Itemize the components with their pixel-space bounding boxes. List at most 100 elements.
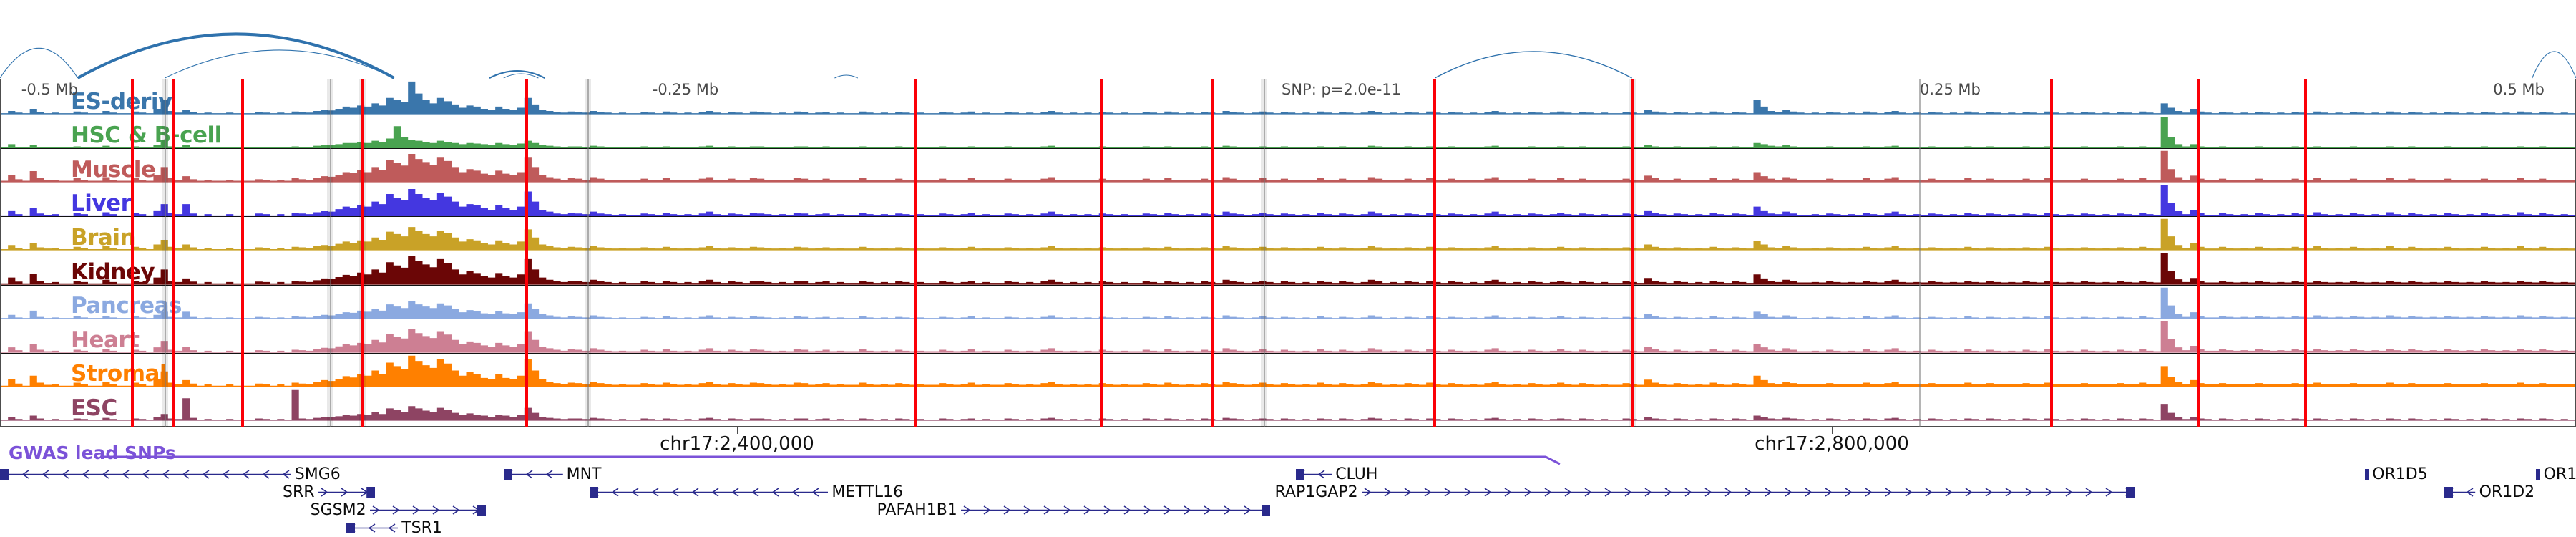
track-signal-svg (1, 150, 2575, 183)
gene-row-0: SMG6 MNT CLUH OR1D5 OR1G1 (0, 465, 2576, 483)
gene-label-METTL16[interactable]: METTL16 (831, 483, 904, 501)
signal-track-kidney[interactable]: Kidney (1, 250, 2575, 285)
signal-track-brain[interactable]: Brain (1, 216, 2575, 251)
interaction-arc-3[interactable] (489, 69, 545, 79)
strand-chevron (1023, 505, 1031, 515)
signal-track-esc[interactable]: ESC (1, 387, 2575, 421)
gene-label-OR1D2[interactable]: OR1D2 (2479, 483, 2535, 501)
track-signal-svg (1, 185, 2575, 217)
signal-area (1, 321, 2575, 353)
signal-track-stromal[interactable]: Stromal (1, 352, 2575, 387)
strand-chevron (262, 470, 270, 479)
strand-chevron (1825, 488, 1833, 497)
gene-label-PAFAH1B1[interactable]: PAFAH1B1 (877, 501, 957, 519)
gene-label-OR1D5[interactable]: OR1D5 (2372, 465, 2428, 483)
signal-area (1, 219, 2575, 251)
interaction-arc-5[interactable] (834, 74, 859, 79)
gene-glyph-svg (318, 487, 375, 498)
strand-chevron (1925, 488, 1933, 497)
signal-track-pancreas[interactable]: Pancreas (1, 284, 2575, 319)
gene-label-OR1G1[interactable]: OR1G1 (2543, 465, 2576, 483)
strand-chevron (711, 488, 719, 497)
strand-chevron (42, 470, 49, 479)
gene-label-CLUH[interactable]: CLUH (1335, 465, 1378, 483)
strand-chevron (1464, 488, 1472, 497)
strand-chevron (372, 505, 380, 515)
gene-exon-block (2444, 487, 2454, 498)
track-signal-svg (1, 321, 2575, 353)
gene-label-MNT[interactable]: MNT (566, 465, 602, 483)
strand-chevron (1244, 505, 1252, 515)
strand-chevron (2085, 488, 2093, 497)
signal-track-liver[interactable]: Liver (1, 182, 2575, 217)
signal-track-es-deriv[interactable]: ES-deriv -0.5 Mb -0.25 Mb 0.25 Mb 0.5 Mb SNP:… (1, 79, 2575, 115)
strand-chevron (1945, 488, 1953, 497)
gene-body-TSR1[interactable] (346, 519, 399, 537)
strand-chevron (1805, 488, 1813, 497)
interaction-arc-7[interactable] (2532, 51, 2576, 79)
signal-tracks-panel: ES-deriv -0.5 Mb -0.25 Mb 0.25 Mb 0.5 Mb SNP:… (0, 79, 2576, 427)
gene-row-1: SRR METTL16 RAP1GAP2 OR1D2 (0, 483, 2576, 501)
gene-label-SGSM2[interactable]: SGSM2 (310, 501, 366, 519)
signal-area (1, 117, 2575, 149)
strand-chevron (1043, 505, 1051, 515)
signal-track-muscle[interactable]: Muscle (1, 148, 2575, 183)
track-signal-svg (1, 355, 2575, 387)
gene-body-SRR[interactable] (318, 483, 375, 501)
gene-exon-block (366, 487, 375, 498)
strand-chevron (452, 505, 460, 515)
gene-label-SRR[interactable]: SRR (283, 483, 315, 501)
gene-label-TSR1[interactable]: TSR1 (401, 519, 442, 537)
interaction-arc-1[interactable] (77, 32, 395, 79)
gene-exon-block (1295, 469, 1304, 480)
strand-chevron (1765, 488, 1772, 497)
strand-chevron (341, 488, 348, 497)
signal-area (1, 253, 2575, 285)
gene-exon-block (1261, 505, 1270, 516)
gene-body-OR1D5[interactable] (2364, 465, 2369, 483)
strand-chevron (2105, 488, 2113, 497)
gene-label-RAP1GAP2[interactable]: RAP1GAP2 (1274, 483, 1358, 501)
strand-chevron (1785, 488, 1792, 497)
strand-chevron (368, 523, 376, 533)
strand-chevron (321, 488, 328, 497)
gene-body-SMG6[interactable] (0, 465, 291, 483)
track-signal-svg (1, 390, 2575, 421)
coord-tick-right (1832, 427, 1833, 434)
arcs-svg (0, 32, 2576, 79)
strand-chevron (1424, 488, 1432, 497)
interaction-arc-2[interactable] (165, 49, 395, 79)
interaction-arc-0[interactable] (0, 47, 79, 79)
strand-chevron (2466, 488, 2474, 497)
strand-chevron (102, 470, 109, 479)
strand-chevron (1965, 488, 1973, 497)
strand-chevron (1885, 488, 1893, 497)
gene-body-OR1D2[interactable] (2444, 483, 2476, 501)
gene-label-SMG6[interactable]: SMG6 (294, 465, 341, 483)
gene-exon-block (2364, 469, 2369, 480)
gene-body-RAP1GAP2[interactable] (1361, 483, 2135, 501)
strand-chevron (1384, 488, 1392, 497)
gene-body-CLUH[interactable] (1295, 465, 1332, 483)
signal-track-hsc-bcell[interactable]: HSC & B-cell (1, 114, 2575, 149)
strand-chevron (2045, 488, 2053, 497)
gene-body-OR1G1[interactable] (2536, 465, 2541, 483)
gwas-span-line[interactable] (100, 455, 1561, 465)
signal-track-heart[interactable]: Heart (1, 319, 2575, 353)
ruler-tick-label-0: -0.5 Mb (21, 81, 78, 98)
signal-area (1, 390, 2575, 421)
gwas-lead-snps-track[interactable]: GWAS lead SNPs (0, 442, 2576, 465)
gene-body-SGSM2[interactable] (369, 501, 486, 519)
gene-glyph-svg (369, 505, 486, 516)
interaction-arc-4[interactable] (503, 73, 539, 79)
strand-chevron (282, 470, 290, 479)
interaction-arc-6[interactable] (1434, 51, 1632, 79)
coord-label-right: chr17:2,800,000 (1755, 433, 1909, 455)
gene-body-MNT[interactable] (503, 465, 563, 483)
gene-glyph-svg (1295, 469, 1332, 480)
gene-body-METTL16[interactable] (590, 483, 829, 501)
gene-exon-block (346, 523, 356, 533)
strand-chevron (811, 488, 819, 497)
gene-body-PAFAH1B1[interactable] (960, 501, 1270, 519)
